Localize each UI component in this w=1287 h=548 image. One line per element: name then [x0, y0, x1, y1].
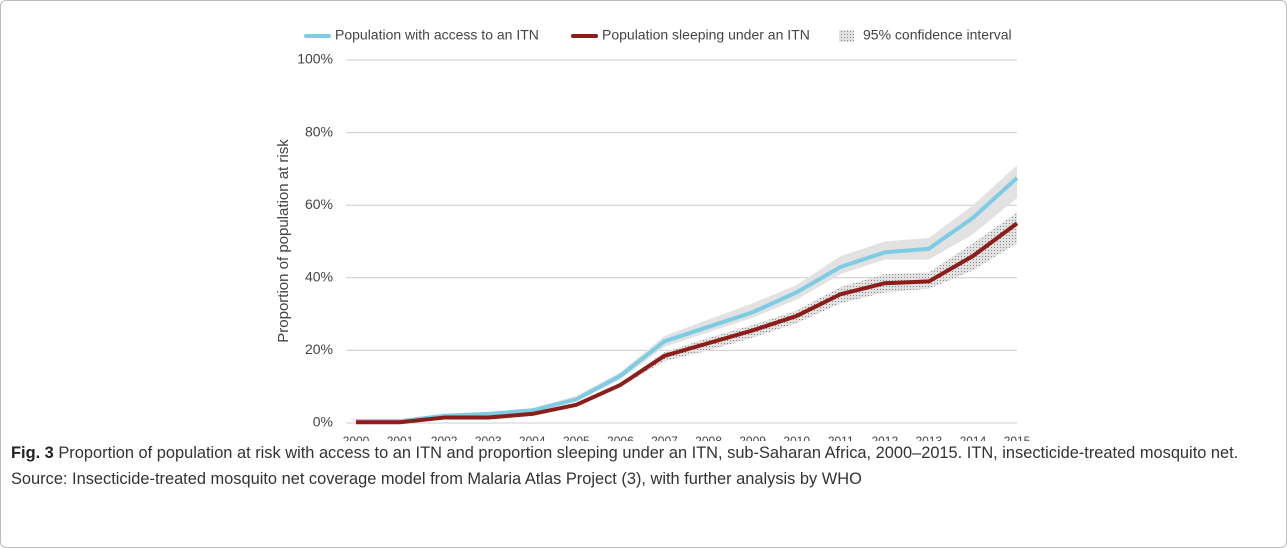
x-tick-label: 2007	[651, 434, 678, 441]
legend-label: Population sleeping under an ITN	[602, 27, 810, 43]
x-tick-label: 2011	[828, 434, 854, 441]
x-tick-label: 2010	[783, 434, 810, 441]
x-tick-label: 2005	[563, 434, 590, 441]
y-tick-label: 60%	[305, 196, 333, 212]
y-tick-label: 80%	[305, 123, 333, 139]
y-tick-label: 20%	[305, 341, 333, 357]
series-line	[356, 176, 1019, 424]
x-tick-label: 2008	[695, 434, 722, 441]
x-tick-label: 2014	[960, 434, 987, 441]
x-tick-label: 2013	[916, 434, 943, 441]
y-tick-label: 100%	[297, 51, 333, 67]
y-tick-label: 40%	[305, 269, 333, 285]
x-tick-label: 2012	[871, 434, 898, 441]
x-tick-label: 2000	[343, 434, 370, 441]
legend-label: Population with access to an ITN	[335, 27, 539, 43]
chart: Proportion of population at risk 0% 20% 40…	[275, 27, 1031, 448]
x-tick-label: 2002	[431, 434, 458, 441]
series-line	[356, 221, 1019, 425]
caption-label: Fig. 3	[11, 444, 54, 462]
x-tick-label: 2006	[607, 434, 634, 441]
x-tick-label: 2004	[519, 434, 546, 441]
y-tick-label: 0%	[313, 414, 333, 430]
legend-swatch	[839, 30, 854, 42]
x-tick-label: 2003	[475, 434, 502, 441]
caption: Fig. 3 Proportion of population at risk …	[11, 441, 1273, 492]
confidence-band	[356, 165, 1017, 423]
legend-label: 95% confidence interval	[863, 27, 1012, 43]
caption-text: Proportion of population at risk with ac…	[11, 444, 1239, 488]
x-tick-label: 2015	[1004, 434, 1031, 441]
x-tick-label: 2001	[387, 434, 414, 441]
y-axis-label: Proportion of population at risk	[275, 139, 292, 343]
x-tick-label: 2009	[739, 434, 766, 441]
